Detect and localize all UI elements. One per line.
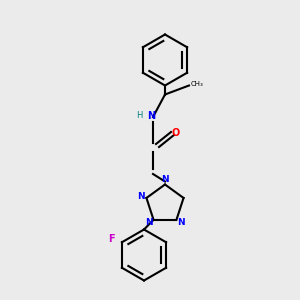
- Text: N: N: [147, 110, 156, 121]
- Text: F: F: [108, 233, 114, 244]
- Text: N: N: [137, 192, 145, 201]
- Text: CH₃: CH₃: [190, 81, 203, 87]
- Text: N: N: [177, 218, 185, 227]
- Text: O: O: [171, 128, 180, 139]
- Text: H: H: [136, 111, 143, 120]
- Text: N: N: [161, 176, 169, 184]
- Text: N: N: [145, 218, 153, 227]
